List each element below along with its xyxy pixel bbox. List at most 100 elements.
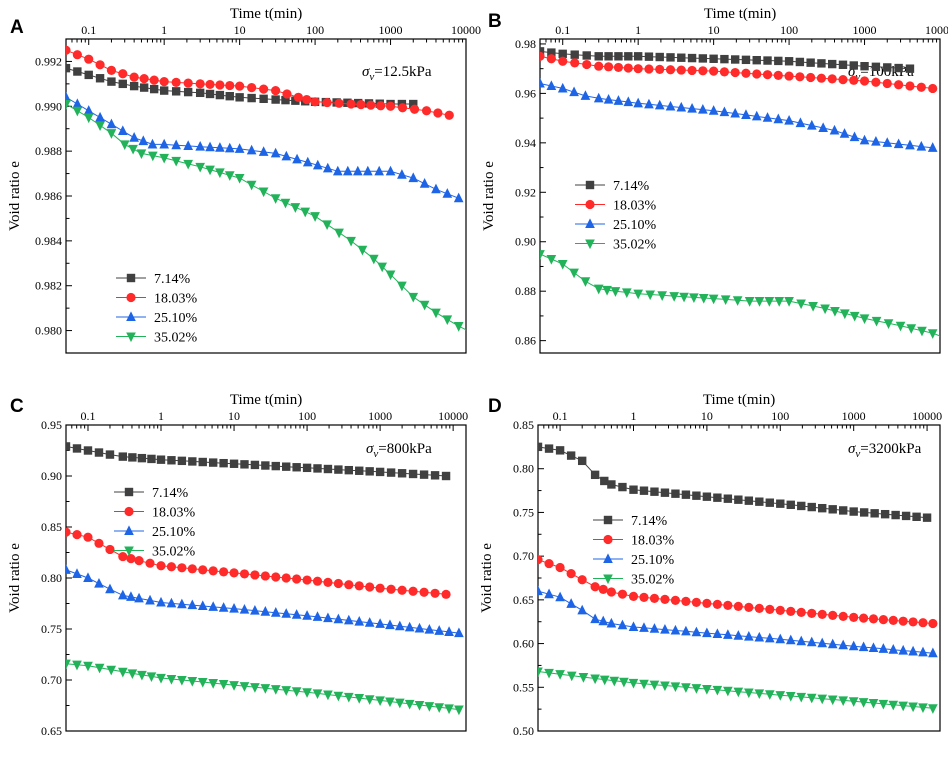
- data-point: [159, 138, 170, 149]
- data-point: [195, 88, 205, 98]
- data-point: [270, 685, 281, 695]
- x-tick-label: 1000: [842, 409, 866, 423]
- data-point: [660, 681, 670, 692]
- data-point: [188, 457, 197, 466]
- data-point: [557, 82, 568, 93]
- series-25-10pct: [540, 77, 938, 152]
- data-point: [139, 74, 149, 84]
- data-point: [858, 698, 869, 708]
- x-tick-label: 1: [630, 409, 636, 423]
- data-point: [590, 582, 600, 592]
- y-axis-title: Void ratio e: [481, 161, 497, 231]
- data-point: [796, 607, 806, 617]
- data-point: [205, 165, 215, 176]
- data-point: [409, 104, 420, 114]
- data-point: [312, 159, 323, 170]
- data-point: [83, 661, 93, 672]
- data-point: [628, 678, 639, 689]
- legend: 7.14% 18.03% 25.10% 35.02%: [114, 486, 196, 560]
- data-point: [247, 93, 256, 103]
- data-point: [332, 165, 343, 176]
- data-point: [354, 615, 365, 626]
- y-axis: 0.50 0.55 0.60 0.65 0.70 0.75 0.80 0.85: [513, 418, 544, 738]
- data-point: [352, 165, 363, 176]
- data-point: [444, 110, 454, 120]
- data-point: [796, 692, 807, 703]
- data-point: [171, 156, 182, 167]
- data-point: [145, 558, 155, 568]
- data-point: [183, 140, 194, 150]
- data-point: [665, 100, 676, 111]
- data-point: [764, 297, 775, 307]
- data-point: [441, 589, 451, 599]
- data-point: [687, 65, 697, 76]
- data-point: [639, 622, 649, 632]
- x-tick-label: 1000: [379, 23, 403, 37]
- y-tick-label: 0.992: [35, 54, 62, 68]
- data-point: [806, 636, 817, 647]
- data-point: [871, 77, 881, 87]
- data-point: [149, 75, 159, 85]
- data-point: [679, 292, 689, 303]
- data-point: [239, 682, 250, 692]
- data-point: [650, 487, 659, 496]
- data-point: [741, 68, 751, 78]
- y-axis-title: Void ratio e: [7, 543, 23, 613]
- data-point: [883, 63, 892, 72]
- data-point: [404, 699, 415, 710]
- data-point: [733, 601, 743, 611]
- data-point: [424, 702, 435, 712]
- data-point: [795, 72, 805, 82]
- data-point: [649, 623, 660, 633]
- data-point: [333, 578, 343, 589]
- data-point: [271, 85, 281, 96]
- data-point: [744, 496, 754, 505]
- x-tick-label: 10: [234, 23, 246, 37]
- data-point: [205, 89, 215, 99]
- data-point: [444, 704, 454, 715]
- data-point: [895, 321, 906, 332]
- data-point: [785, 691, 796, 702]
- data-point: [547, 48, 556, 57]
- data-point: [594, 52, 603, 61]
- x-tick-label: 100: [298, 409, 316, 423]
- data-point: [421, 106, 432, 116]
- data-point: [698, 54, 708, 63]
- data-point: [240, 460, 249, 469]
- data-point: [566, 598, 576, 608]
- data-point: [916, 82, 926, 92]
- data-point: [628, 591, 639, 601]
- legend-label: 25.10%: [631, 553, 675, 568]
- data-point: [281, 608, 292, 618]
- data-point: [859, 134, 870, 145]
- data-point: [66, 659, 71, 670]
- x-axis-title: Time t(min): [230, 6, 302, 22]
- data-point: [156, 455, 166, 464]
- data-point: [376, 101, 386, 111]
- y-tick-label: 0.70: [41, 673, 62, 687]
- data-point: [593, 284, 604, 295]
- data-point: [177, 675, 187, 686]
- data-point: [582, 59, 592, 70]
- data-point: [598, 615, 609, 626]
- data-point: [649, 593, 660, 603]
- data-point: [137, 670, 147, 681]
- data-point: [774, 297, 785, 307]
- data-point: [538, 442, 543, 452]
- data-point: [806, 693, 817, 704]
- data-point: [183, 78, 193, 88]
- x-axis-title: Time t(min): [230, 392, 302, 408]
- data-point: [733, 687, 744, 698]
- data-point: [105, 450, 115, 459]
- legend-marker: [124, 546, 134, 557]
- data-point: [215, 142, 225, 152]
- series-line: [540, 253, 940, 337]
- data-point: [621, 288, 632, 299]
- data-point: [225, 80, 235, 91]
- data-point: [544, 588, 554, 599]
- data-point: [908, 702, 918, 713]
- data-point: [660, 623, 670, 634]
- plot-frame: [539, 38, 941, 354]
- legend-marker: [603, 515, 613, 525]
